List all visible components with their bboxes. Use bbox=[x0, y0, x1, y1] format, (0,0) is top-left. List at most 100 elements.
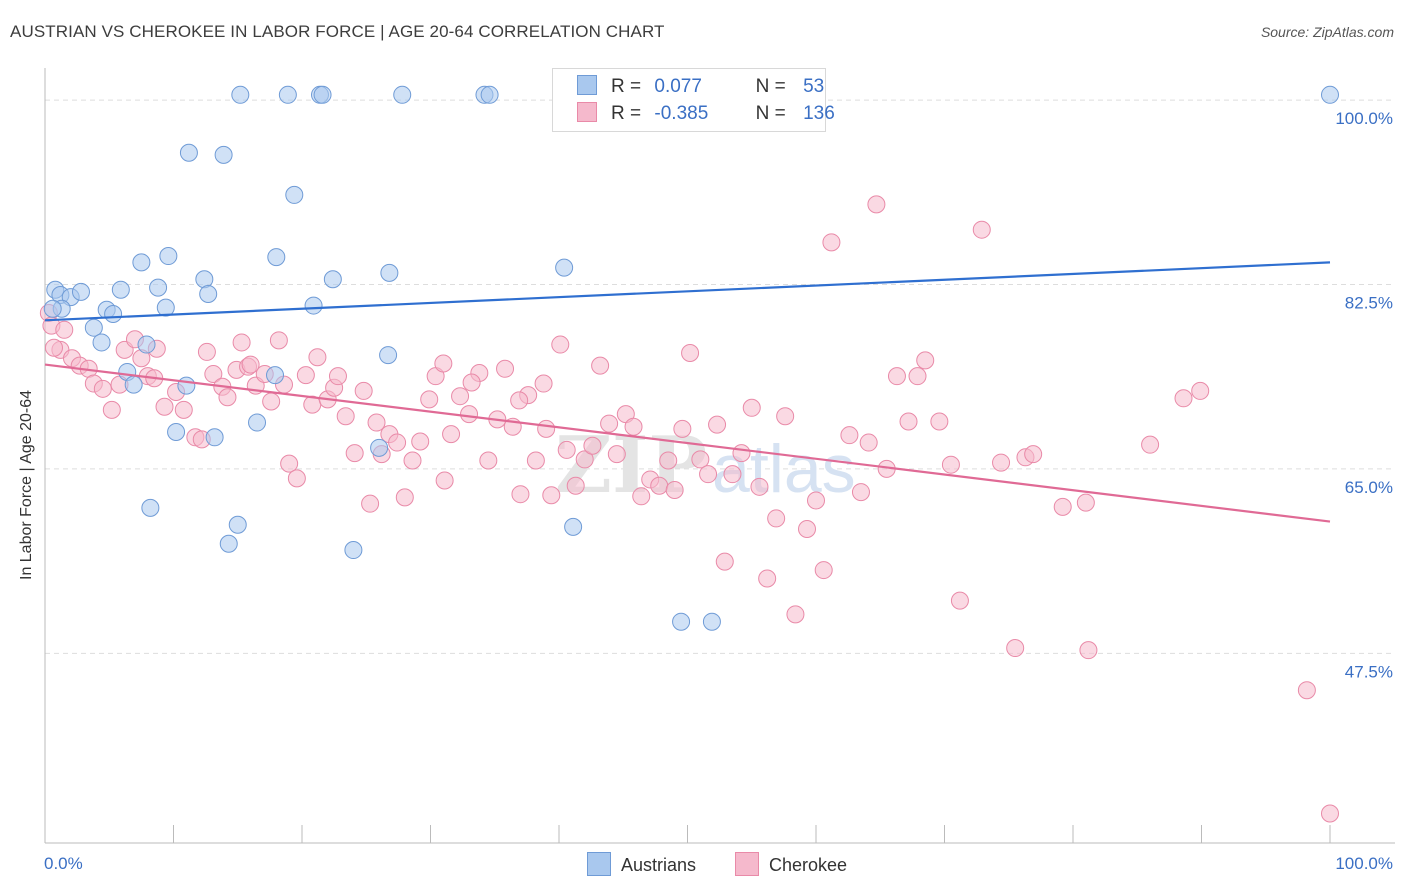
austrians-point bbox=[141, 498, 160, 517]
n-label: N = bbox=[755, 103, 786, 124]
legend-row-austrians: R = 0.077 N = 53 bbox=[577, 75, 824, 101]
cherokee-point bbox=[511, 485, 530, 504]
cherokee-point bbox=[632, 487, 651, 506]
cherokee-point bbox=[583, 436, 602, 455]
cherokee-point bbox=[767, 509, 786, 528]
austrians-point bbox=[555, 258, 574, 277]
austrians-trend-line bbox=[44, 261, 1331, 322]
y-tick-label: 100.0% bbox=[1335, 109, 1393, 128]
cherokee-point bbox=[822, 233, 841, 252]
cherokee-point bbox=[1076, 493, 1095, 512]
cherokee-point bbox=[557, 440, 576, 459]
tick-labels: 47.5% 65.0% 82.5% 100.0% 0.0% 100.0% bbox=[44, 109, 1393, 873]
cherokee-point bbox=[665, 480, 684, 499]
cherokee-point bbox=[607, 445, 626, 464]
cherokee-point bbox=[708, 415, 727, 434]
cherokee-point bbox=[287, 469, 306, 488]
cherokee-point bbox=[510, 391, 529, 410]
cherokee-point bbox=[758, 569, 777, 588]
austrians-point bbox=[219, 534, 238, 553]
austrians-point bbox=[159, 247, 178, 266]
austrians-point bbox=[199, 284, 218, 303]
cherokee-point bbox=[941, 455, 960, 474]
y-tick-label: 65.0% bbox=[1345, 478, 1393, 497]
cherokee-point bbox=[972, 220, 991, 239]
n-label: N = bbox=[755, 76, 786, 97]
cherokee-point bbox=[462, 373, 481, 392]
austrians-point bbox=[480, 85, 499, 104]
cherokee-point bbox=[1141, 435, 1160, 454]
cherokee-point bbox=[55, 320, 74, 339]
cherokee-point bbox=[1191, 381, 1210, 400]
cherokee-point bbox=[992, 453, 1011, 472]
cherokee-point bbox=[908, 367, 927, 386]
cherokee-point bbox=[859, 433, 878, 452]
legend-item-cherokee: Cherokee bbox=[735, 852, 847, 876]
cherokee-point bbox=[496, 359, 515, 378]
cherokee-point bbox=[388, 433, 407, 452]
austrians-point bbox=[43, 299, 62, 318]
cherokee-point bbox=[442, 425, 461, 444]
cherokee-point bbox=[460, 405, 479, 424]
cherokee-point bbox=[155, 397, 174, 416]
x-tick-label: 100.0% bbox=[1335, 854, 1393, 873]
cherokee-point bbox=[361, 494, 380, 513]
cherokee-point bbox=[102, 400, 121, 419]
cherokee-point bbox=[1053, 497, 1072, 516]
austrians-point bbox=[149, 278, 168, 297]
austrians-point bbox=[71, 282, 90, 301]
cherokee-point bbox=[575, 450, 594, 469]
austrians-point bbox=[156, 298, 175, 317]
r-label: R = bbox=[611, 103, 642, 124]
austrians-point bbox=[205, 428, 224, 447]
cherokee-point bbox=[1297, 681, 1316, 700]
cherokee-point bbox=[1079, 641, 1098, 660]
cherokee-point bbox=[403, 451, 422, 470]
austrians-point bbox=[304, 296, 323, 315]
y-tick-label: 82.5% bbox=[1345, 293, 1393, 312]
austrians-point bbox=[564, 517, 583, 536]
austrians-point bbox=[111, 280, 130, 299]
austrians-point bbox=[344, 541, 363, 560]
cherokee-point bbox=[328, 367, 347, 386]
cherokee-point bbox=[435, 471, 454, 490]
austrians-point bbox=[214, 145, 233, 164]
trend-lines bbox=[44, 261, 1331, 523]
legend-row-cherokee: R = -0.385 N = 136 bbox=[577, 102, 835, 128]
cherokee-legend-swatch bbox=[735, 852, 759, 876]
austrians-point bbox=[177, 376, 196, 395]
cherokee-point bbox=[887, 367, 906, 386]
austrians-point bbox=[248, 413, 267, 432]
austrians-point bbox=[393, 85, 412, 104]
austrians-point bbox=[124, 375, 143, 394]
correlation-legend: R = 0.077 N = 53 R = -0.385 N = 136 bbox=[552, 68, 835, 132]
austrians-point bbox=[104, 304, 123, 323]
cherokee-point bbox=[93, 379, 112, 398]
cherokee-point bbox=[807, 491, 825, 510]
austrians-point bbox=[267, 248, 286, 267]
cherokee-point bbox=[950, 591, 969, 610]
x-tick-label: 0.0% bbox=[44, 854, 83, 873]
cherokee-point bbox=[197, 342, 216, 361]
austrians-point bbox=[137, 335, 156, 354]
austrians-point bbox=[231, 85, 250, 104]
austrians-swatch bbox=[577, 75, 597, 95]
cherokee-point bbox=[420, 390, 439, 409]
cherokee-point bbox=[814, 561, 833, 580]
cherokee-point bbox=[526, 451, 545, 470]
cherokee-point bbox=[411, 432, 430, 451]
austrians-point bbox=[380, 263, 399, 282]
austrians-point bbox=[92, 333, 111, 352]
cherokee-point bbox=[723, 465, 742, 484]
cherokee-point bbox=[280, 454, 299, 473]
n-value-cherokee: 136 bbox=[803, 103, 835, 124]
cherokee-point bbox=[691, 450, 710, 469]
cherokee-point bbox=[786, 605, 805, 624]
cherokee-point bbox=[851, 483, 870, 502]
cherokee-legend-label: Cherokee bbox=[769, 855, 848, 875]
cherokee-point bbox=[699, 465, 718, 484]
cherokee-point bbox=[354, 381, 373, 400]
cherokee-point bbox=[715, 552, 734, 571]
cherokee-point bbox=[232, 333, 251, 352]
cherokee-point bbox=[840, 426, 859, 445]
